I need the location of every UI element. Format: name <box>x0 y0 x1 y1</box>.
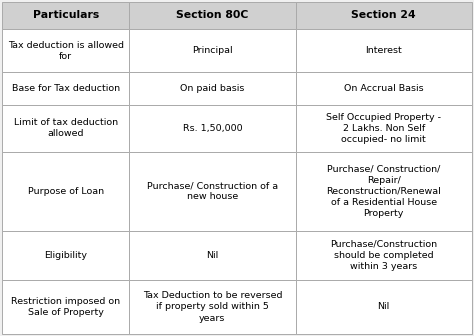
Bar <box>2 72 129 105</box>
Text: Particulars: Particulars <box>33 10 99 20</box>
Bar <box>129 231 296 280</box>
Bar <box>129 105 296 152</box>
Bar <box>2 29 129 72</box>
Bar <box>129 72 296 105</box>
Text: Purchase/Construction
should be completed
within 3 years: Purchase/Construction should be complete… <box>330 240 437 271</box>
Text: Eligibility: Eligibility <box>44 251 87 260</box>
Text: Purchase/ Construction/
Repair/
Reconstruction/Renewal
of a Residential House
Pr: Purchase/ Construction/ Repair/ Reconstr… <box>326 165 441 218</box>
Text: Purpose of Loan: Purpose of Loan <box>27 187 104 196</box>
Text: Principal: Principal <box>192 46 233 55</box>
Bar <box>296 72 472 105</box>
Text: Restriction imposed on
Sale of Property: Restriction imposed on Sale of Property <box>11 297 120 317</box>
Bar <box>129 152 296 231</box>
Text: Nil: Nil <box>206 251 219 260</box>
Bar <box>129 2 296 29</box>
Bar <box>2 280 129 334</box>
Bar <box>2 152 129 231</box>
Text: Section 80C: Section 80C <box>176 10 248 20</box>
Text: Tax deduction is allowed
for: Tax deduction is allowed for <box>8 41 124 60</box>
Bar <box>2 105 129 152</box>
Bar <box>296 280 472 334</box>
Text: Interest: Interest <box>365 46 402 55</box>
Text: Nil: Nil <box>377 302 390 311</box>
Bar <box>296 105 472 152</box>
Text: Self Occupied Property -
2 Lakhs. Non Self
occupied- no limit: Self Occupied Property - 2 Lakhs. Non Se… <box>326 113 441 144</box>
Bar <box>296 2 472 29</box>
Bar <box>296 29 472 72</box>
Bar <box>296 152 472 231</box>
Text: Rs. 1,50,000: Rs. 1,50,000 <box>182 124 242 133</box>
Bar <box>129 29 296 72</box>
Text: Tax Deduction to be reversed
if property sold within 5
years: Tax Deduction to be reversed if property… <box>143 291 282 323</box>
Text: Section 24: Section 24 <box>351 10 416 20</box>
Text: Limit of tax deduction
allowed: Limit of tax deduction allowed <box>14 118 118 138</box>
Text: Base for Tax deduction: Base for Tax deduction <box>12 84 120 93</box>
Text: Purchase/ Construction of a
new house: Purchase/ Construction of a new house <box>147 181 278 201</box>
Bar <box>296 231 472 280</box>
Text: On Accrual Basis: On Accrual Basis <box>344 84 423 93</box>
Text: On paid basis: On paid basis <box>180 84 245 93</box>
Bar <box>2 231 129 280</box>
Bar <box>2 2 129 29</box>
Bar <box>129 280 296 334</box>
